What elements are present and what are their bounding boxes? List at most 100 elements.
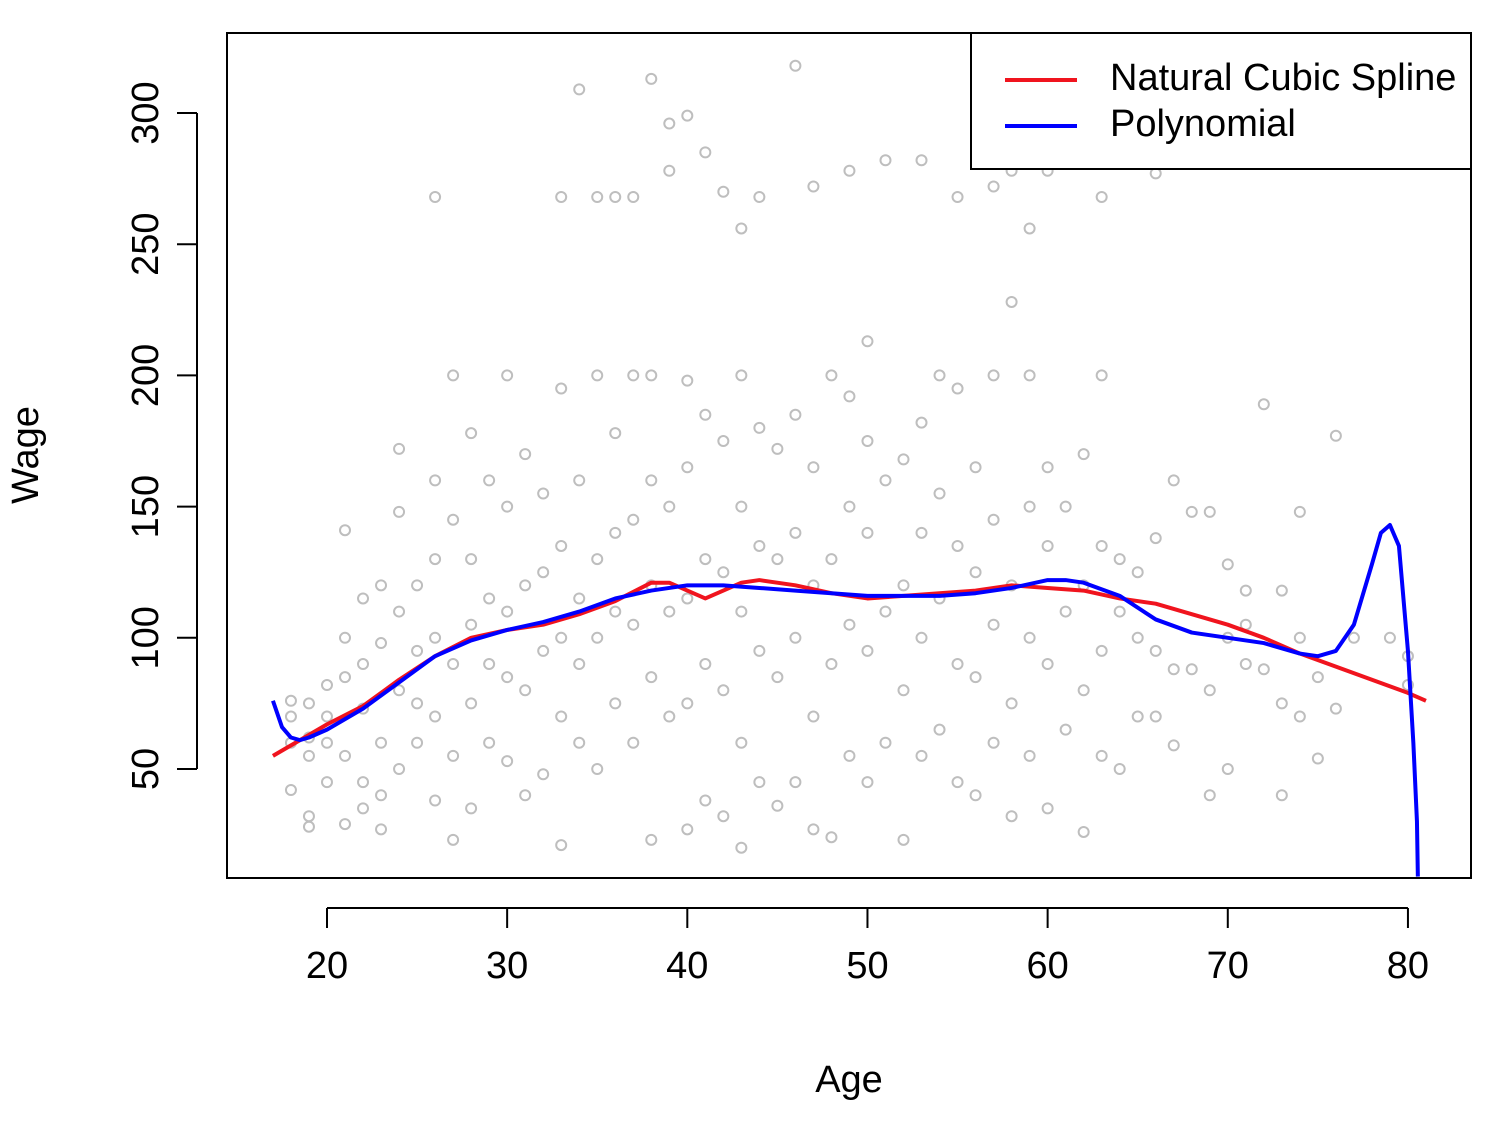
data-point: [320, 736, 333, 749]
data-point: [933, 369, 946, 382]
data-point: [915, 416, 928, 429]
data-point: [789, 59, 802, 72]
data-point: [501, 605, 514, 618]
line-layer: [271, 522, 1427, 877]
data-point: [735, 605, 748, 618]
data-point: [1257, 398, 1270, 411]
data-point: [591, 369, 604, 382]
line-series: [271, 522, 1420, 877]
data-point: [465, 802, 478, 815]
data-point: [555, 631, 568, 644]
data-point: [1095, 644, 1108, 657]
data-point: [1113, 763, 1126, 776]
data-point: [987, 736, 1000, 749]
data-point: [735, 369, 748, 382]
data-point: [753, 190, 766, 203]
data-point: [302, 749, 315, 762]
y-axis-label: Wage: [5, 406, 47, 504]
data-point: [987, 180, 1000, 193]
x-tick-label: 80: [1387, 945, 1429, 987]
data-point: [663, 710, 676, 723]
data-point: [699, 794, 712, 807]
data-point: [789, 526, 802, 539]
data-point: [699, 553, 712, 566]
data-point: [465, 553, 478, 566]
data-point: [735, 736, 748, 749]
data-point: [807, 710, 820, 723]
data-point: [1005, 697, 1018, 710]
data-point: [1203, 684, 1216, 697]
data-point: [483, 736, 496, 749]
data-point: [681, 109, 694, 122]
data-point: [447, 513, 460, 526]
data-point: [483, 474, 496, 487]
data-point: [393, 684, 406, 697]
data-point: [1023, 369, 1036, 382]
data-point: [411, 644, 424, 657]
data-point: [1275, 697, 1288, 710]
data-point: [1023, 631, 1036, 644]
data-point: [1113, 605, 1126, 618]
data-point: [789, 408, 802, 421]
data-point: [843, 164, 856, 177]
data-point: [897, 579, 910, 592]
data-point: [537, 487, 550, 500]
data-point: [411, 697, 424, 710]
data-point: [1131, 631, 1144, 644]
data-point: [627, 513, 640, 526]
data-point: [807, 823, 820, 836]
data-point: [825, 658, 838, 671]
data-point: [1347, 631, 1360, 644]
data-point: [663, 500, 676, 513]
data-point: [429, 474, 442, 487]
data-point: [717, 185, 730, 198]
data-point: [825, 369, 838, 382]
data-point: [591, 763, 604, 776]
data-point: [320, 776, 333, 789]
data-point: [717, 566, 730, 579]
data-point: [501, 671, 514, 684]
data-point: [483, 658, 496, 671]
data-point: [1077, 448, 1090, 461]
data-point: [1293, 505, 1306, 518]
data-point: [951, 539, 964, 552]
data-point: [645, 474, 658, 487]
data-point: [627, 369, 640, 382]
data-point: [879, 605, 892, 618]
legend-box: [970, 32, 1472, 170]
data-point: [897, 833, 910, 846]
data-point: [969, 789, 982, 802]
data-point: [825, 831, 838, 844]
data-point: [609, 526, 622, 539]
plot-frame: [226, 32, 1472, 879]
data-point: [501, 369, 514, 382]
data-point: [1041, 461, 1054, 474]
data-point: [375, 579, 388, 592]
data-point: [320, 710, 333, 723]
data-point: [825, 553, 838, 566]
data-point: [302, 820, 315, 833]
data-point: [933, 723, 946, 736]
data-point: [807, 461, 820, 474]
data-point: [429, 553, 442, 566]
x-tick-label: 30: [486, 945, 528, 987]
y-tick-label: 100: [125, 606, 167, 669]
data-point: [915, 631, 928, 644]
data-point: [1311, 752, 1324, 765]
data-point: [519, 789, 532, 802]
data-point: [591, 190, 604, 203]
data-point: [429, 190, 442, 203]
data-point: [1023, 500, 1036, 513]
data-point: [1185, 505, 1198, 518]
data-point: [429, 631, 442, 644]
data-point: [681, 697, 694, 710]
data-point: [1059, 723, 1072, 736]
x-tick-label: 50: [846, 945, 888, 987]
data-point: [681, 823, 694, 836]
data-point: [393, 505, 406, 518]
data-point: [771, 671, 784, 684]
data-point: [375, 637, 388, 650]
legend-label: Natural Cubic Spline: [1110, 57, 1456, 99]
data-point: [339, 524, 352, 537]
data-point: [339, 818, 352, 831]
